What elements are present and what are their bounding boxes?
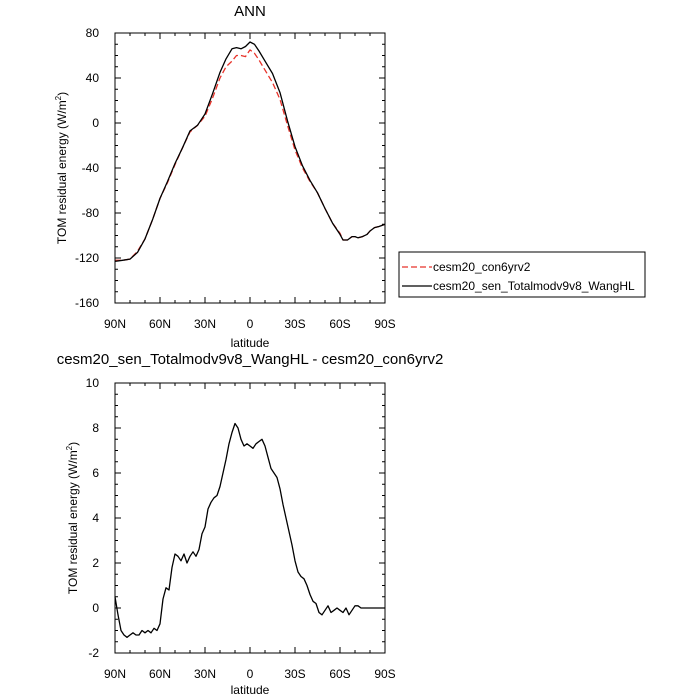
top-ytick-label: -160 [75, 296, 99, 310]
bottom-xtick-label: 90S [374, 667, 395, 681]
bottom-xtick-label: 30N [194, 667, 216, 681]
top-xtick-label: 0 [247, 317, 254, 331]
top-xtick-label: 30S [284, 317, 305, 331]
bottom-ytick-label: -2 [88, 646, 99, 660]
bottom-plot-ylabel: TOM residual energy (W/m2) [65, 442, 80, 594]
top-xtick-label: 90N [104, 317, 126, 331]
top-ytick-label: -120 [75, 251, 99, 265]
bottom-xtick-label: 60N [149, 667, 171, 681]
legend-box [398, 251, 646, 298]
top-ytick-label: 80 [86, 26, 100, 40]
bottom-ytick-label: 2 [92, 556, 99, 570]
bottom-xtick-label: 0 [247, 667, 254, 681]
bottom-xtick-label: 30S [284, 667, 305, 681]
legend: cesm20_con6yrv2 cesm20_sen_Totalmodv9v8_… [398, 251, 646, 298]
top-plot-ylabel: TOM residual energy (W/m2) [54, 92, 69, 244]
top-series-cesm20-sen-totalmodv9v8-wanghl [114, 41, 386, 263]
bottom-plot: cesm20_sen_Totalmodv9v8_WangHL - cesm20_… [57, 351, 444, 697]
top-ytick-label: -80 [82, 206, 100, 220]
bottom-ytick-label: 4 [92, 511, 99, 525]
legend-label-con6yrv2: cesm20_con6yrv2 [433, 260, 531, 274]
bottom-xtick-label: 90N [104, 667, 126, 681]
legend-label-wanghl: cesm20_sen_Totalmodv9v8_WangHL [433, 279, 635, 293]
bottom-series-line [114, 422, 385, 638]
bottom-plot-title: cesm20_sen_Totalmodv9v8_WangHL - cesm20_… [57, 351, 444, 368]
top-xtick-label: 60N [149, 317, 171, 331]
top-plot-title: ANN [234, 3, 266, 20]
top-series-cesm20-con6yrv2 [115, 49, 386, 261]
top-xtick-label: 60S [329, 317, 350, 331]
bottom-plot-xlabel: latitude [231, 683, 270, 697]
top-xtick-label: 30N [194, 317, 216, 331]
top-plot-xlabel: latitude [231, 336, 270, 350]
top-ytick-label: 0 [92, 116, 99, 130]
bottom-ytick-label: 0 [92, 601, 99, 615]
bottom-ytick-label: 8 [92, 421, 99, 435]
top-ytick-label: -40 [82, 161, 100, 175]
bottom-xtick-label: 60S [329, 667, 350, 681]
top-plot: ANN TOM residual energy (W/m2) latitude … [54, 3, 396, 350]
top-plot-frame [114, 32, 386, 304]
bottom-plot-frame [114, 382, 386, 654]
bottom-ytick-label: 6 [92, 466, 99, 480]
bottom-ytick-label: 10 [86, 376, 100, 390]
top-ytick-label: 40 [86, 71, 100, 85]
top-xtick-label: 90S [374, 317, 395, 331]
